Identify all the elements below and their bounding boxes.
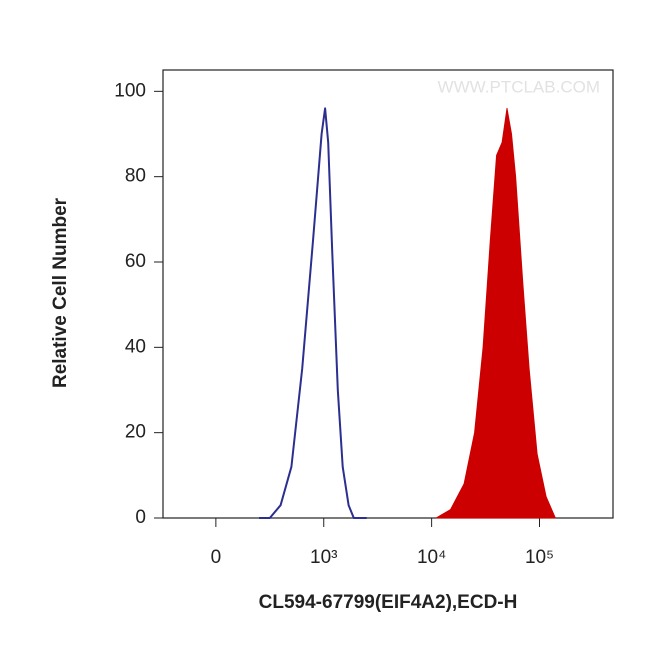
y-tick-label: 40: [125, 336, 146, 357]
x-axis-title: CL594-67799(EIF4A2),ECD-H: [259, 592, 518, 613]
histogram-line: [259, 107, 367, 519]
x-tick-label: 10⁴: [417, 547, 446, 568]
y-tick-label: 0: [135, 507, 146, 528]
histogram-area: [435, 107, 556, 519]
x-tick-label: 0: [211, 547, 222, 568]
y-tick-label: 20: [125, 422, 146, 443]
y-tick-label: 100: [114, 80, 146, 101]
x-tick-label: 10⁵: [525, 547, 554, 568]
plot-frame: [162, 69, 614, 519]
watermark: WWW.PTCLAB.COM: [438, 77, 600, 96]
y-tick-label: 60: [125, 251, 146, 272]
x-tick-label: 10³: [310, 547, 337, 568]
y-axis-title: Relative Cell Number: [50, 197, 71, 388]
y-tick-label: 80: [125, 166, 146, 187]
